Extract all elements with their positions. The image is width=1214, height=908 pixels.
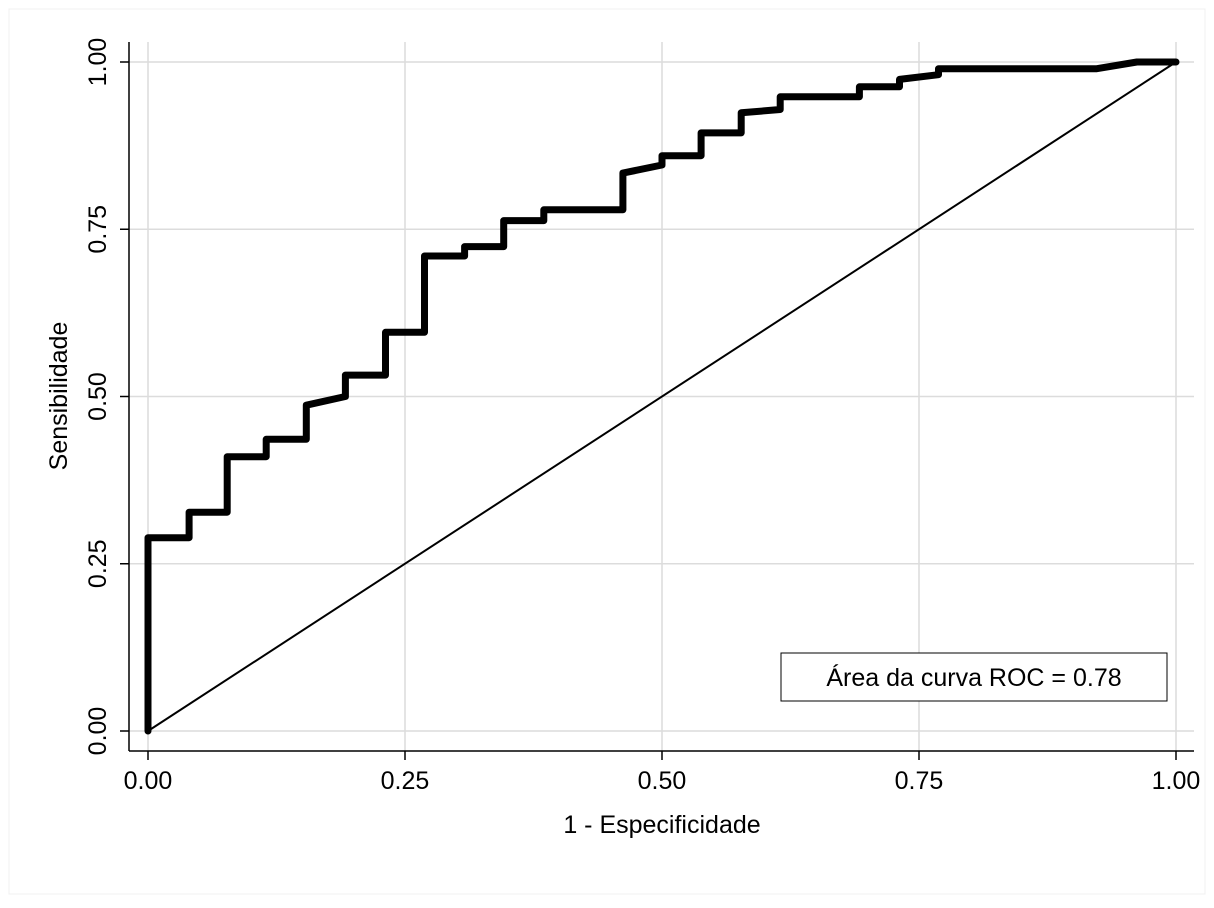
y-axis-label: Sensibilidade [45, 322, 73, 471]
y-tick-label-1: 0.25 [84, 539, 112, 588]
y-tick-label-0: 0.00 [84, 707, 112, 756]
axes: 0.00 0.00 0.25 0.25 0.50 0.50 0.75 0.75 1.00 1.00 [84, 38, 1200, 795]
reference-diagonal-line [147, 61, 1177, 732]
x-tick-label-1: 0.25 [381, 767, 430, 795]
y-tick-label-2: 0.50 [84, 372, 112, 421]
x-tick-label-3: 0.75 [895, 767, 944, 795]
x-tick-label-0: 0.00 [124, 767, 173, 795]
annotation-box [780, 652, 1168, 702]
roc-curve-line [144, 58, 1180, 735]
x-axis-label: 1 - Especificidade [563, 811, 760, 839]
x-tick-label-4: 1.00 [1152, 767, 1201, 795]
y-tick-label-3: 0.75 [84, 205, 112, 254]
outer-frame [8, 8, 1206, 895]
x-tick-label-2: 0.50 [638, 767, 687, 795]
series-layer [144, 58, 1180, 735]
y-tick-label-4: 1.00 [84, 38, 112, 87]
roc-area-annotation: Área da curva ROC = 0.78 [780, 652, 1168, 702]
annotation-text: Área da curva ROC = 0.78 [826, 663, 1121, 692]
